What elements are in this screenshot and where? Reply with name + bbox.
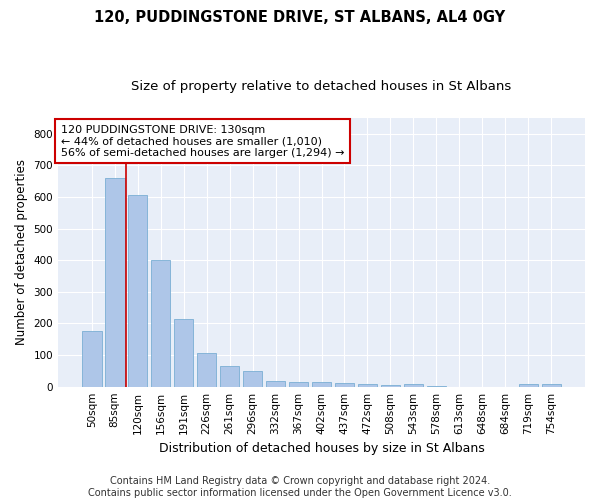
Bar [197,352,217,386]
Title: Size of property relative to detached houses in St Albans: Size of property relative to detached ho… [131,80,512,93]
Text: 120 PUDDINGSTONE DRIVE: 130sqm
← 44% of detached houses are smaller (1,010)
56% : 120 PUDDINGSTONE DRIVE: 130sqm ← 44% of … [61,124,344,158]
Bar [312,382,331,386]
Bar [243,372,262,386]
Text: 120, PUDDINGSTONE DRIVE, ST ALBANS, AL4 0GY: 120, PUDDINGSTONE DRIVE, ST ALBANS, AL4 … [94,10,506,25]
Bar [518,384,538,386]
Bar [542,384,561,386]
Text: Contains HM Land Registry data © Crown copyright and database right 2024.
Contai: Contains HM Land Registry data © Crown c… [88,476,512,498]
Bar [128,196,148,386]
Bar [266,381,286,386]
Bar [335,382,354,386]
Bar [358,384,377,386]
Bar [151,260,170,386]
Bar [289,382,308,386]
Y-axis label: Number of detached properties: Number of detached properties [15,159,28,345]
Bar [174,318,193,386]
Bar [404,384,423,386]
Bar [82,332,101,386]
Bar [220,366,239,386]
X-axis label: Distribution of detached houses by size in St Albans: Distribution of detached houses by size … [158,442,484,455]
Bar [105,178,125,386]
Bar [380,385,400,386]
